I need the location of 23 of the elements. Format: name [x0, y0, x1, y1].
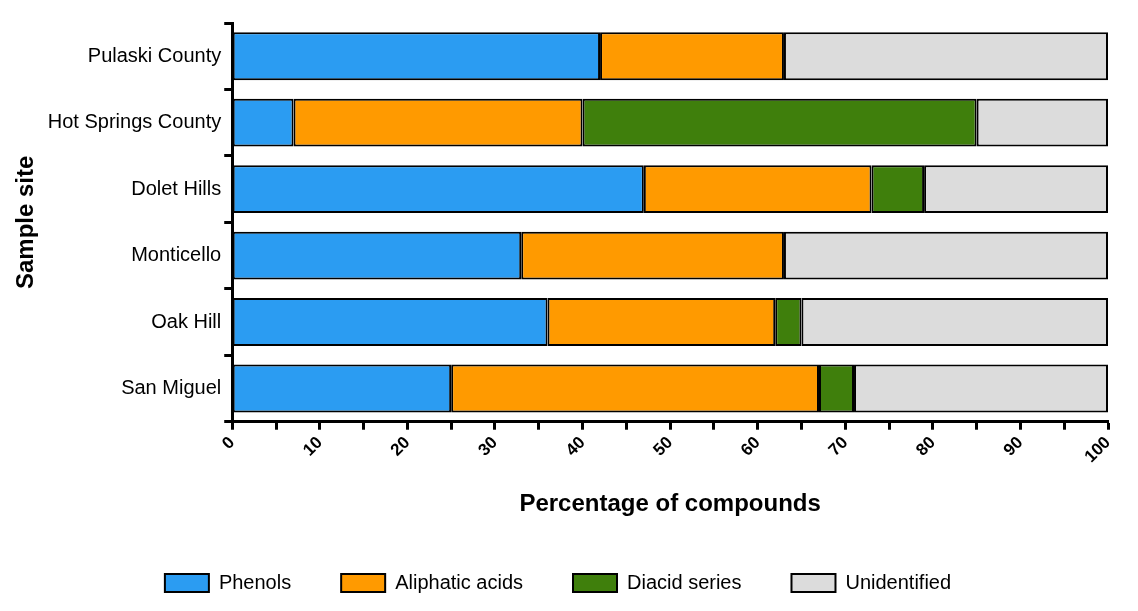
x-tick-label: 60 [737, 432, 764, 460]
x-tick-label: 80 [912, 432, 939, 460]
x-tick-label: 90 [999, 432, 1027, 460]
y-tick-label: Monticello [131, 243, 222, 266]
x-tick-label: 10 [299, 432, 326, 460]
y-axis-title: Sample site [11, 155, 39, 290]
x-tick-label: 70 [824, 432, 852, 460]
legend-label: Unidentified [845, 570, 952, 593]
legend-label: Aliphatic acids [395, 570, 524, 593]
y-tick-label: Hot Springs County [47, 110, 222, 133]
legend-label: Diacid series [627, 570, 742, 593]
x-tick-label: 30 [474, 432, 502, 460]
y-tick-label: Oak Hill [151, 309, 222, 332]
x-tick-label: 0 [218, 432, 239, 453]
x-axis-title: Percentage of compounds [519, 489, 821, 517]
legend-label: Phenols [218, 570, 292, 593]
x-tick-label: 20 [386, 432, 414, 460]
y-tick-label: San Miguel [121, 376, 222, 399]
x-tick-label: 100 [1080, 432, 1115, 467]
y-tick-label: Dolet Hills [131, 176, 222, 199]
y-tick-label: Pulaski County [87, 43, 222, 66]
x-tick-label: 40 [561, 432, 589, 460]
x-tick-label: 50 [649, 432, 677, 460]
